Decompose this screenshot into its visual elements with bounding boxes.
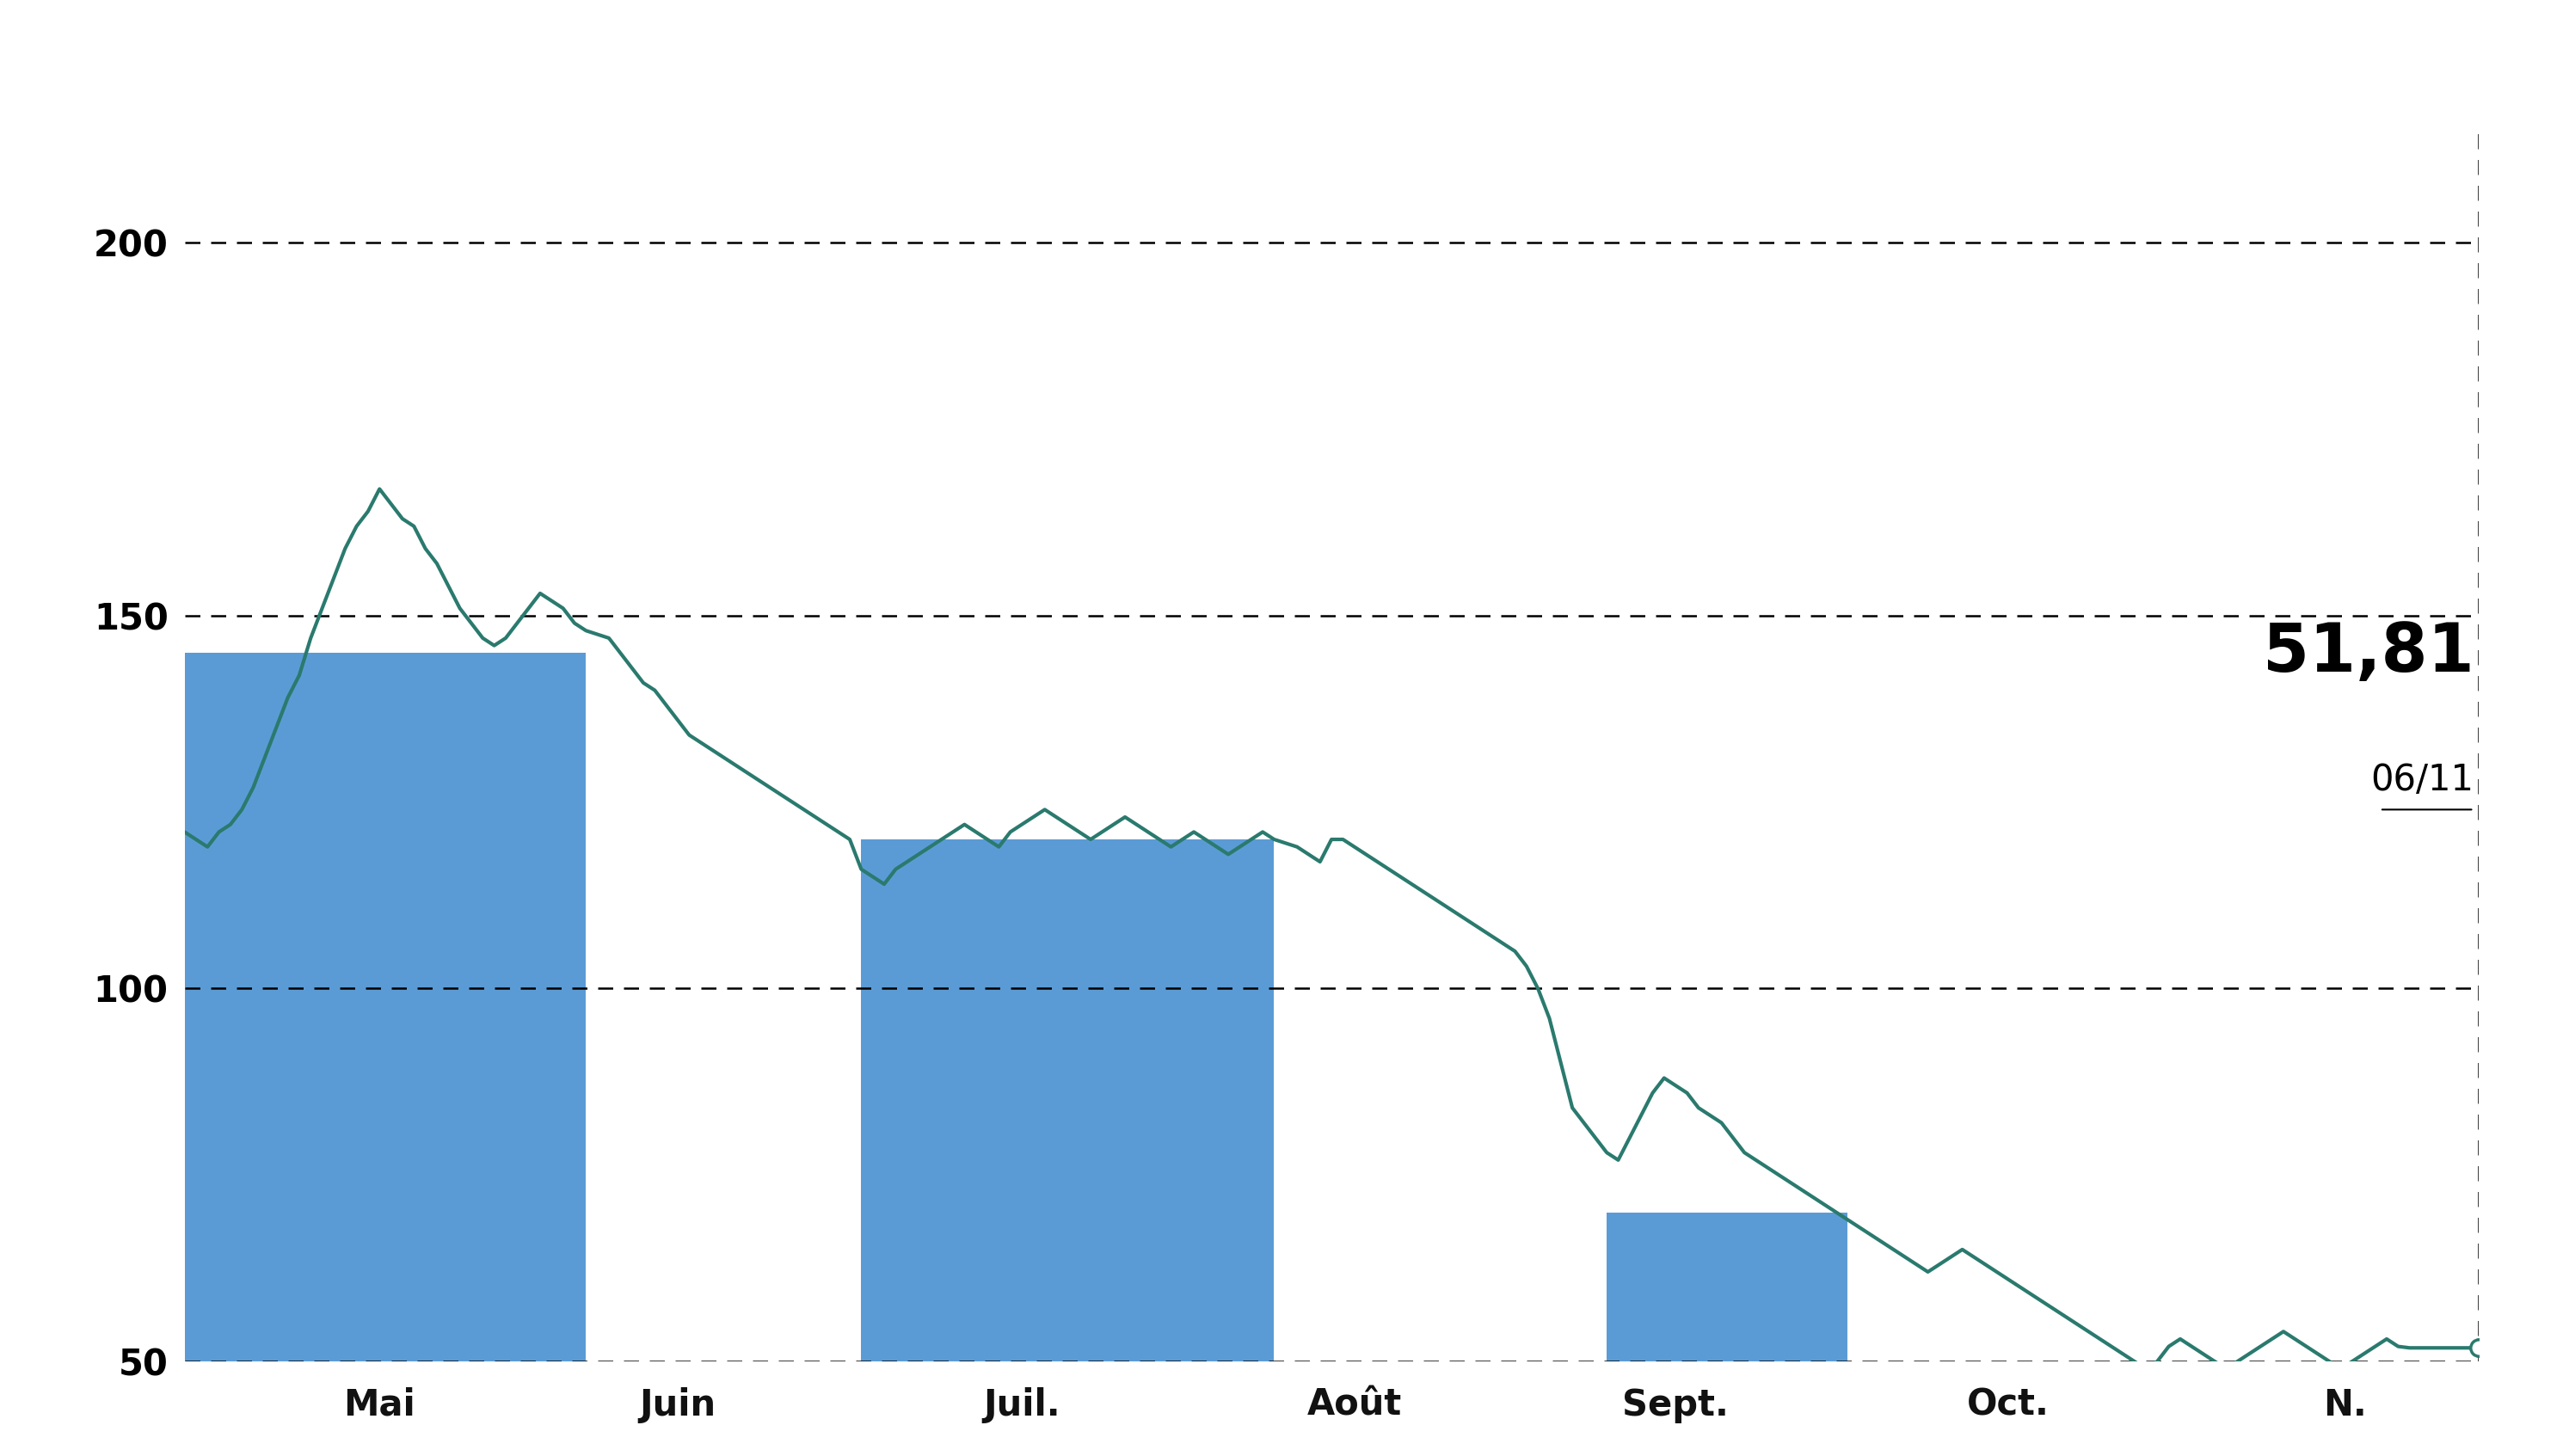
Text: 51,81: 51,81 bbox=[2263, 620, 2473, 686]
Bar bbox=[1607, 1213, 1848, 1361]
Bar bbox=[185, 652, 587, 1361]
Bar bbox=[861, 840, 1274, 1361]
Text: Moderna, Inc.: Moderna, Inc. bbox=[948, 15, 1615, 99]
Text: 06/11: 06/11 bbox=[2371, 761, 2473, 798]
